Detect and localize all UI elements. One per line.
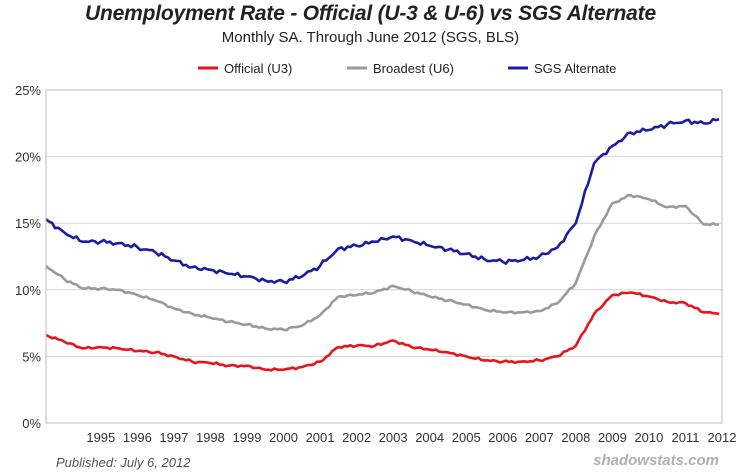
series-line-sgs-alternate	[45, 117, 720, 285]
legend-label: Official (U3)	[224, 61, 292, 76]
y-tick-label: 5%	[22, 349, 41, 364]
x-tick-label: 1999	[233, 430, 262, 445]
chart-title: Unemployment Rate - Official (U-3 & U-6)…	[85, 2, 656, 25]
chart-subtitle: Monthly SA. Through June 2012 (SGS, BLS)	[221, 29, 520, 46]
x-tick-label: 2009	[598, 430, 627, 445]
y-tick-label: 25%	[15, 83, 41, 98]
x-tick-label: 2008	[561, 430, 590, 445]
x-tick-label: 2003	[379, 430, 408, 445]
x-tick-label: 2000	[269, 430, 298, 445]
x-tick-label: 1997	[159, 430, 188, 445]
y-tick-label: 15%	[15, 216, 41, 231]
series-line-broadest-u6	[45, 193, 720, 332]
y-tick-label: 10%	[15, 283, 41, 298]
published-date: Published: July 6, 2012	[56, 455, 191, 470]
x-tick-label: 2011	[671, 430, 699, 445]
y-tick-label: 0%	[22, 416, 41, 431]
y-tick-label: 20%	[15, 150, 41, 165]
x-tick-label: 2002	[342, 430, 371, 445]
x-tick-label: 2004	[415, 430, 444, 445]
x-tick-label: 1996	[123, 430, 152, 445]
x-tick-label: 2012	[708, 430, 737, 445]
x-tick-label: 2007	[525, 430, 554, 445]
x-tick-label: 2010	[634, 430, 663, 445]
plot-area-border	[45, 89, 723, 424]
watermark: shadowstats.com	[593, 452, 719, 469]
y-axis-ticks: 0% 5% 10% 15% 20% 25%	[15, 83, 41, 431]
x-tick-label: 1998	[196, 430, 225, 445]
series-lines	[45, 117, 720, 372]
legend-label: SGS Alternate	[534, 61, 616, 76]
x-axis-ticks: 1995 1996 1997 1998 1999 2000 2001 2002 2003 2004…	[86, 430, 736, 445]
x-tick-label: 2005	[452, 430, 481, 445]
x-tick-label: 2006	[488, 430, 517, 445]
legend: Official (U3) Broadest (U6) SGS Alternate	[198, 61, 616, 76]
x-tick-label: 1995	[86, 430, 115, 445]
series-line-official-u3	[45, 291, 720, 372]
legend-label: Broadest (U6)	[373, 61, 454, 76]
x-tick-label: 2001	[306, 430, 335, 445]
